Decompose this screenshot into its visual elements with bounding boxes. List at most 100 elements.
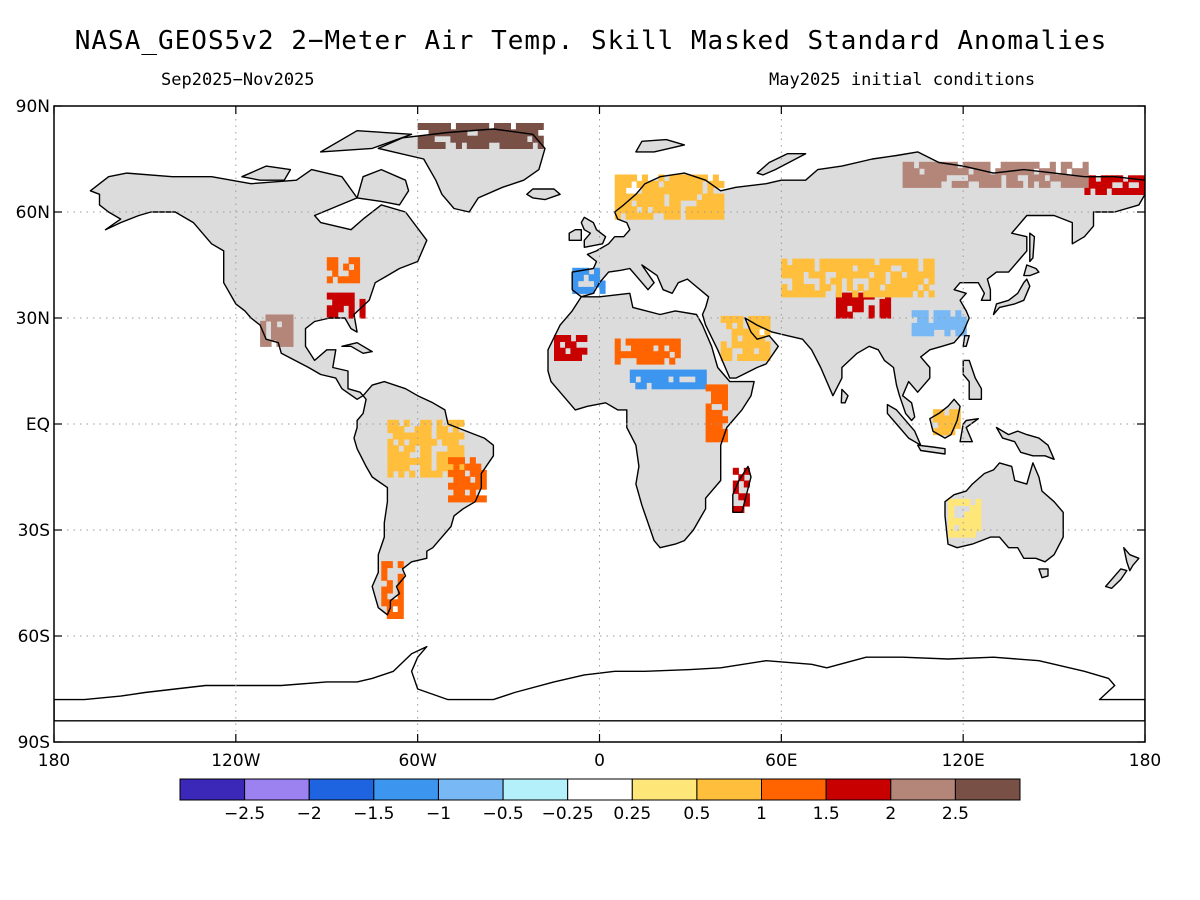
anomaly-cell xyxy=(705,403,712,411)
anomaly-cell xyxy=(581,347,588,355)
anomaly-cell xyxy=(425,438,432,446)
anomaly-cell xyxy=(890,271,897,279)
anomaly-cell xyxy=(716,428,723,436)
anomaly-cell xyxy=(935,168,942,176)
anomaly-cell xyxy=(726,347,733,355)
anomaly-cell xyxy=(879,258,886,266)
anomaly-cell xyxy=(743,480,750,488)
colorbar-swatch xyxy=(761,778,827,801)
anomaly-cell xyxy=(868,305,875,313)
anomaly-cell xyxy=(453,463,460,471)
anomaly-cell xyxy=(614,351,621,359)
anomaly-cell xyxy=(1071,168,1078,176)
coastline-new-zealand-south xyxy=(1104,568,1128,589)
anomaly-cell xyxy=(929,161,936,169)
anomaly-cell xyxy=(397,612,404,619)
anomaly-cell xyxy=(969,505,976,513)
anomaly-cell xyxy=(835,290,842,298)
anomaly-cell xyxy=(958,498,965,506)
anomaly-cell xyxy=(764,322,771,330)
anomaly-cell xyxy=(526,129,533,137)
anomaly-cell xyxy=(922,310,929,318)
anomaly-cell xyxy=(938,415,945,423)
anomaly-cell xyxy=(458,469,465,477)
anomaly-cell xyxy=(387,426,394,434)
anomaly-cell xyxy=(537,123,544,130)
anomaly-cell xyxy=(691,174,698,182)
anomaly-cell xyxy=(978,161,985,169)
land-japan xyxy=(993,279,1030,315)
anomaly-cell xyxy=(712,212,719,220)
anomaly-cell xyxy=(874,265,881,272)
anomaly-cell xyxy=(707,193,714,201)
anomaly-cell xyxy=(647,357,654,365)
anomaly-cell xyxy=(647,344,654,352)
colorbar-label: 0.25 xyxy=(613,804,651,824)
anomaly-cell xyxy=(879,265,886,272)
coastline-madagascar xyxy=(732,465,752,513)
anomaly-cell xyxy=(403,451,410,459)
anomaly-cell xyxy=(464,482,471,490)
anomaly-cell xyxy=(758,341,765,349)
anomaly-cell xyxy=(453,457,460,465)
anomaly-sahara-west xyxy=(554,335,588,361)
land-ellesmere xyxy=(320,130,412,152)
anomaly-cell xyxy=(641,200,648,207)
anomaly-cell xyxy=(387,451,394,459)
anomaly-cell xyxy=(928,322,935,330)
anomaly-cell xyxy=(625,200,632,207)
anomaly-cell xyxy=(387,470,394,478)
anomaly-cell xyxy=(716,422,723,430)
anomaly-cell xyxy=(620,206,627,214)
anomaly-cell xyxy=(1006,161,1013,169)
anomaly-cell xyxy=(392,426,399,434)
anomaly-cell xyxy=(420,445,427,453)
anomaly-cell xyxy=(439,123,446,130)
colorbar-label: −2.5 xyxy=(224,804,265,824)
anomaly-cell xyxy=(940,168,947,176)
anomaly-cell xyxy=(515,135,522,143)
anomaly-cell xyxy=(265,339,272,347)
anomaly-cell xyxy=(504,135,511,143)
anomaly-cell xyxy=(669,187,676,195)
anomaly-cell xyxy=(625,351,632,359)
lat-tick-label: 30S xyxy=(18,521,50,541)
anomaly-cell xyxy=(636,212,643,220)
anomaly-cell xyxy=(635,369,642,377)
anomaly-cell xyxy=(409,457,416,465)
anomaly-cell xyxy=(835,265,842,272)
anomaly-cell xyxy=(803,284,810,292)
anomaly-cell xyxy=(943,428,950,436)
anomaly-cell xyxy=(868,258,875,266)
anomaly-cell xyxy=(483,123,490,130)
land-victoria-island xyxy=(241,166,291,181)
anomaly-cell xyxy=(1138,188,1145,195)
anomaly-cell xyxy=(857,298,864,306)
anomaly-cell xyxy=(874,277,881,285)
anomaly-cell xyxy=(948,524,955,532)
anomaly-cell xyxy=(452,438,459,446)
anomaly-cell xyxy=(332,292,339,300)
anomaly-cell xyxy=(635,382,642,390)
anomaly-cell xyxy=(423,142,430,149)
anomaly-cell xyxy=(758,354,765,361)
anomaly-cell xyxy=(1077,168,1084,176)
anomaly-cell xyxy=(797,290,804,298)
anomaly-cell xyxy=(964,518,971,525)
anomaly-cell xyxy=(417,142,424,149)
anomaly-australia-west xyxy=(948,498,982,538)
anomaly-cell xyxy=(658,351,665,359)
anomaly-cell xyxy=(1095,188,1102,195)
anomaly-cell xyxy=(455,135,462,143)
anomaly-cell xyxy=(658,206,665,214)
land-north-america xyxy=(90,169,427,400)
anomaly-cell xyxy=(973,168,980,176)
anomaly-cell xyxy=(332,269,339,277)
anomaly-cell xyxy=(636,193,643,201)
anomaly-cell xyxy=(753,322,760,330)
anomaly-cell xyxy=(469,463,476,471)
anomaly-cell xyxy=(537,142,544,149)
anomaly-cell xyxy=(458,482,465,490)
anomaly-cell xyxy=(738,493,745,501)
anomaly-cell xyxy=(691,193,698,201)
